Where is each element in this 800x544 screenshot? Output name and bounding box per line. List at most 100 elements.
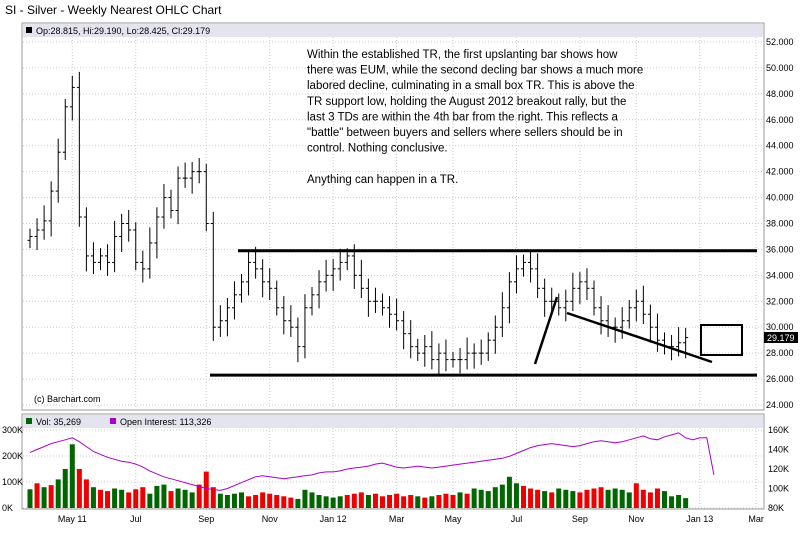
ohlc-bar	[429, 331, 435, 370]
ohlc-bar	[619, 307, 625, 339]
ohlc-bar	[387, 296, 393, 328]
price-bars	[27, 71, 689, 376]
volume-bar	[210, 487, 216, 508]
volume-bar	[337, 496, 343, 508]
volume-bar	[231, 493, 237, 508]
annotation-line: there was EUM, while the second decling …	[307, 65, 643, 77]
ohlc-bar	[182, 162, 188, 188]
volume-bar	[203, 471, 209, 508]
annotation-line: TR support low, holding the August 2012 …	[307, 96, 626, 108]
volume-bar	[598, 487, 604, 508]
ohlc-bar	[133, 222, 139, 271]
volume-bar	[415, 496, 421, 508]
volume-grid	[23, 428, 763, 509]
volume-bar	[662, 491, 667, 508]
volume-bar	[316, 495, 322, 508]
ohlc-bar	[394, 298, 400, 331]
x-tick-label: Nov	[262, 514, 279, 524]
volume-bar	[182, 489, 188, 508]
ohlc-bar	[563, 289, 569, 322]
ohlc-bar	[41, 205, 47, 240]
y-tick-label: 38.000	[766, 219, 794, 229]
ohlc-readout: Op:28.815, Hi:29.190, Lo:28.425, Cl:29.1…	[36, 26, 210, 36]
ohlc-bar	[358, 259, 364, 299]
ohlc-bar	[521, 254, 526, 277]
volume-bar	[154, 485, 160, 508]
volume-bar	[499, 484, 505, 508]
price-panel	[21, 22, 765, 411]
ohlc-bar	[203, 163, 209, 232]
y-tick-label: 50.000	[766, 63, 794, 73]
volume-bar	[401, 496, 407, 508]
ohlc-bar	[105, 244, 111, 277]
volume-bar	[69, 444, 75, 508]
ohlc-bar	[365, 278, 371, 317]
ohlc-bar	[260, 259, 266, 298]
volume-legend-icon	[26, 418, 32, 424]
volume-bar	[408, 495, 414, 508]
annotation-line: control. Nothing conclusive.	[307, 143, 448, 155]
oi-tick-label: 160K	[768, 425, 789, 435]
volume-bar	[90, 487, 96, 508]
ohlc-bar	[189, 161, 195, 194]
ohlc-bar	[147, 227, 153, 279]
volume-bar	[351, 493, 357, 508]
volume-bar	[48, 485, 54, 508]
ohlc-bar	[76, 71, 82, 227]
x-tick-label: Jul	[511, 514, 523, 524]
ohlc-bar	[210, 211, 216, 341]
oi-tick-label: 100K	[768, 484, 789, 494]
ohlc-bar	[274, 280, 280, 316]
ohlc-bar	[584, 268, 590, 300]
ohlc-bar	[281, 296, 287, 335]
ohlc-info-band	[23, 24, 763, 37]
last-price-tag	[764, 332, 798, 343]
ohlc-bar	[457, 347, 463, 374]
annotation-line: labored decline, culminating in a small …	[307, 80, 635, 92]
ohlc-bar	[654, 313, 660, 352]
volume-bar	[570, 491, 576, 508]
volume-bar	[513, 483, 519, 508]
volume-bar	[168, 491, 174, 508]
ohlc-bar	[302, 294, 308, 359]
volume-bar	[365, 495, 371, 508]
volume-tick-label: 100K	[2, 477, 23, 487]
ohlc-bar	[591, 280, 597, 316]
volume-bar	[358, 492, 364, 508]
y-tick-label: 30.000	[766, 322, 794, 332]
ohlc-bar	[196, 158, 202, 184]
x-tick-label: May 11	[58, 514, 87, 524]
volume-bar	[34, 483, 40, 508]
volume-bar	[98, 489, 103, 508]
oi-tick-label: 80K	[768, 503, 784, 513]
ohlc-bar	[217, 305, 223, 337]
ohlc-bar	[246, 250, 252, 296]
ohlc-bar	[231, 281, 237, 320]
volume-info-band	[23, 415, 763, 428]
volume-bar	[302, 489, 308, 508]
annotation-line: "battle" between buyers and sellers wher…	[307, 127, 623, 139]
volume-bar	[506, 476, 512, 508]
volume-bar	[175, 488, 181, 508]
ohlc-bar	[309, 287, 315, 316]
volume-bar	[380, 496, 385, 508]
volume-bar	[260, 492, 266, 508]
ohlc-bar	[408, 320, 414, 359]
ohlc-bar	[380, 293, 385, 316]
ohlc-bar	[224, 298, 230, 337]
ohlc-bar	[633, 289, 639, 322]
volume-bar	[27, 489, 33, 508]
volume-bar	[549, 492, 555, 508]
ohlc-bar	[267, 268, 273, 300]
chart-title: SI - Silver - Weekly Nearest OHLC Chart	[5, 3, 222, 17]
oi-tick-label: 140K	[768, 445, 789, 455]
volume-bar	[464, 493, 470, 508]
ohlc-bar	[478, 339, 484, 365]
volume-bar	[436, 495, 442, 508]
ohlc-bar	[69, 75, 75, 121]
oi-tick-label: 120K	[768, 464, 789, 474]
ohlc-bar	[415, 338, 421, 361]
volume-bar	[189, 492, 195, 508]
volume-bar	[577, 492, 583, 508]
series-marker-icon	[26, 27, 32, 33]
